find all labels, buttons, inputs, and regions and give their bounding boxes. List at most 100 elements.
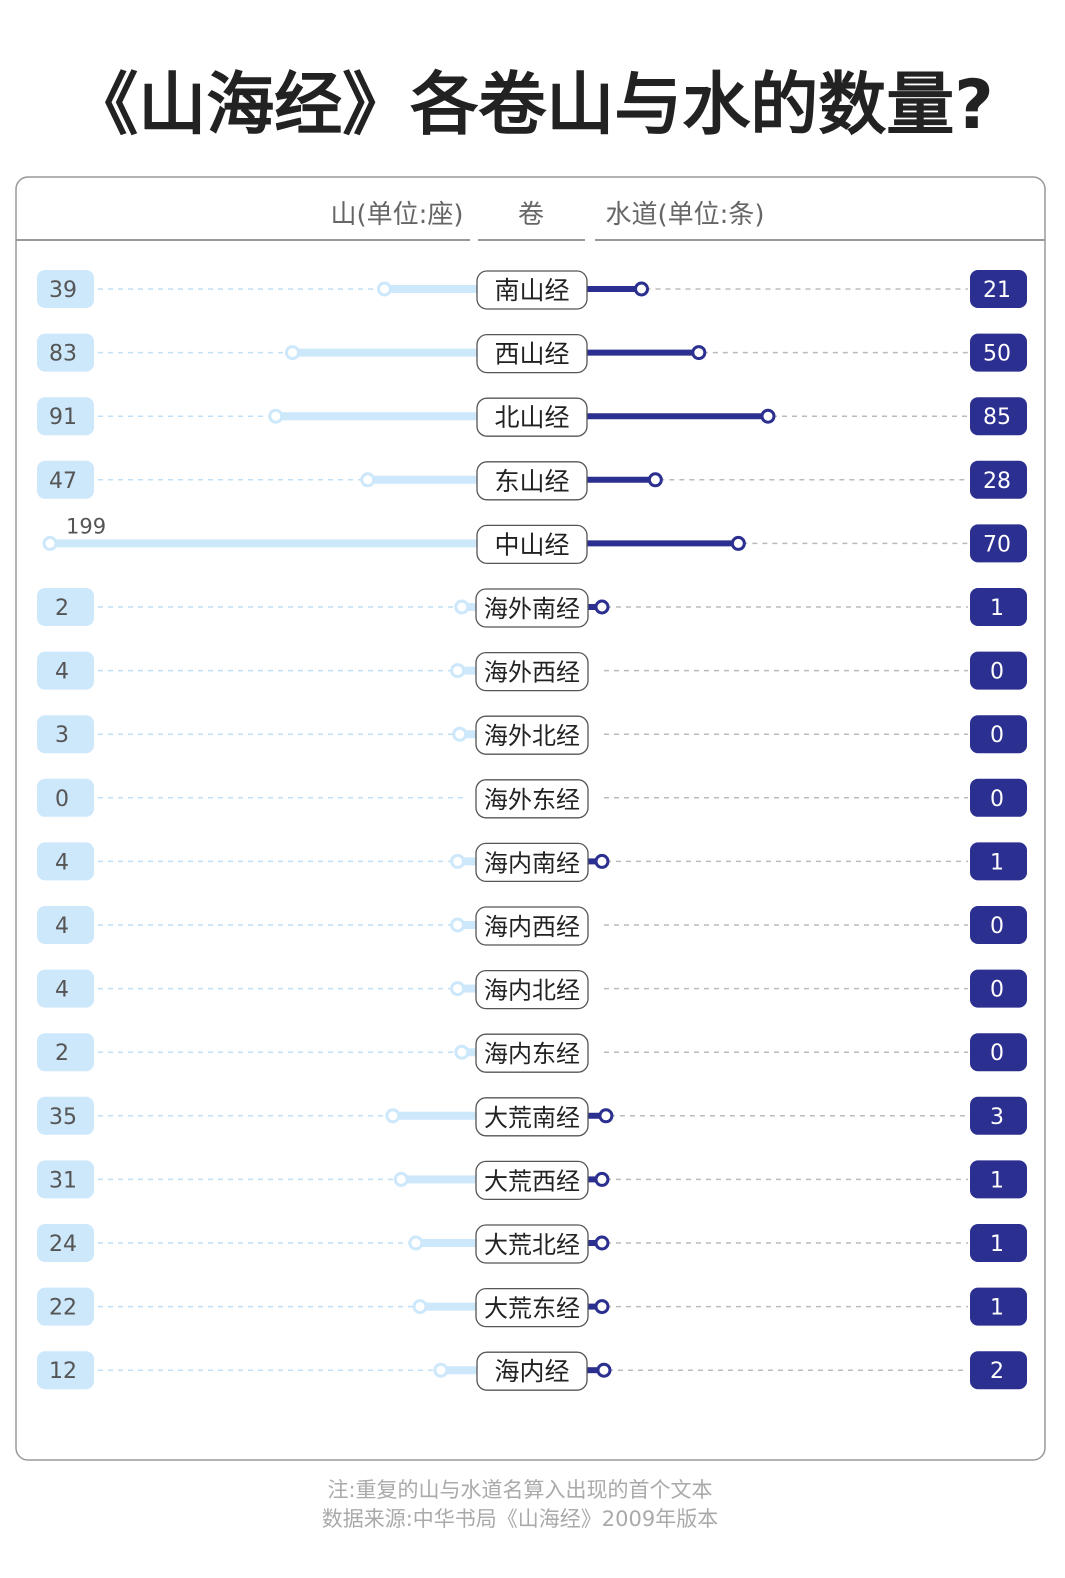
- water-value-label: 1: [990, 1168, 1004, 1193]
- category-box: [475, 842, 589, 883]
- chart-row: 北山经 91 85: [37, 397, 1027, 437]
- mountain-value-badge: [37, 842, 94, 881]
- water-value-badge: [970, 460, 1027, 499]
- chart-row: 大荒西经 31 1: [37, 1160, 1027, 1201]
- water-value-badge: [970, 1160, 1027, 1199]
- mountain-dot: [284, 345, 300, 361]
- header-center: 卷: [518, 200, 544, 230]
- water-value-badge: [970, 333, 1027, 372]
- mountain-value-label: 39: [49, 278, 77, 303]
- header-right: 水道(单位:条): [605, 200, 764, 230]
- water-dot: [634, 281, 650, 297]
- mountain-value-badge: [37, 906, 94, 944]
- mountain-value-label: 0: [55, 787, 69, 812]
- mountain-value-label: 35: [49, 1105, 77, 1130]
- water-value-label: 0: [990, 1041, 1004, 1066]
- note-1: 注:重复的山与水道名算入出现的首个文本: [327, 1478, 712, 1502]
- water-value-label: 1: [990, 1232, 1004, 1257]
- chart-row: 南山经 39 21: [37, 270, 1027, 310]
- water-value-badge: [970, 1033, 1027, 1072]
- chart-title: 《山海经》各卷山与水的数量?: [70, 66, 993, 145]
- category-label: 大荒南经: [484, 1104, 580, 1132]
- mountain-value-badge: [37, 270, 94, 308]
- mountain-value-badge: [37, 1351, 94, 1390]
- mountain-dot: [454, 1044, 470, 1060]
- category-box: [476, 270, 588, 310]
- mountain-value-label: 199: [66, 514, 106, 538]
- water-dot: [730, 535, 746, 551]
- category-box: [476, 397, 588, 437]
- category-box: [475, 588, 589, 628]
- category-label: 海内北经: [484, 977, 580, 1005]
- water-value-badge: [970, 588, 1027, 626]
- mountain-value-label: 2: [55, 596, 69, 621]
- water-value-label: 85: [983, 405, 1011, 430]
- water-value-label: 28: [983, 469, 1011, 494]
- mountain-value-label: 24: [49, 1232, 77, 1257]
- category-box: [475, 779, 589, 819]
- mountain-value-badge: [37, 1287, 94, 1326]
- mountain-dot: [452, 726, 468, 742]
- mountain-value-label: 12: [49, 1359, 77, 1384]
- category-box: [476, 1351, 588, 1391]
- water-value-label: 0: [990, 660, 1004, 685]
- note-2: 数据来源:中华书局《山海经》2009年版本: [322, 1507, 719, 1531]
- water-value-badge: [970, 270, 1027, 308]
- mountain-value-badge: [37, 397, 94, 436]
- category-box: [475, 1033, 589, 1073]
- category-box: [475, 1160, 589, 1201]
- chart-row: 海外北经 3 0: [37, 715, 1027, 755]
- mountain-value-badge: [37, 460, 94, 499]
- mountain-dot: [385, 1108, 401, 1124]
- mountain-dot: [360, 472, 376, 488]
- chart-row: 西山经 83 50: [37, 333, 1027, 374]
- chart-row: 海外东经 0 0: [37, 778, 1027, 819]
- chart-row: 大荒东经 22 1: [37, 1287, 1027, 1328]
- category-label: 海内东经: [484, 1040, 580, 1068]
- water-value-label: 0: [990, 978, 1004, 1003]
- chart-row: 大荒南经 35 3: [37, 1096, 1027, 1137]
- water-dot: [691, 345, 707, 361]
- mountain-dot: [450, 981, 466, 997]
- chart-row: 东山经 47 28: [37, 460, 1027, 501]
- header-left: 山(单位:座): [330, 200, 463, 230]
- mountain-dot: [433, 1362, 449, 1378]
- water-dot: [596, 1362, 612, 1378]
- water-value-badge: [970, 1287, 1027, 1326]
- category-box: [476, 461, 588, 501]
- category-box: [475, 715, 589, 755]
- water-value-label: 21: [983, 278, 1011, 303]
- category-label: 中山经: [494, 530, 569, 559]
- chart-card: [15, 176, 1046, 1461]
- water-value-badge: [970, 1224, 1027, 1262]
- water-value-badge: [970, 715, 1027, 754]
- chart-row: 海内南经 4 1: [37, 842, 1027, 883]
- category-box: [475, 906, 589, 946]
- category-box: [476, 333, 588, 374]
- water-dot: [594, 1235, 610, 1251]
- category-label: 海外西经: [484, 659, 580, 687]
- water-dot: [647, 472, 663, 488]
- mountain-value-badge: [37, 1160, 94, 1199]
- category-label: 大荒东经: [484, 1295, 580, 1323]
- category-box: [476, 524, 588, 565]
- mountain-dot: [450, 663, 466, 679]
- water-value-badge: [970, 778, 1027, 817]
- mountain-dot: [393, 1171, 409, 1187]
- mountain-value-badge: [37, 333, 94, 372]
- water-value-badge: [970, 906, 1027, 944]
- chart-row: 中山经 199 70: [42, 514, 1027, 565]
- water-value-label: 2: [990, 1359, 1004, 1384]
- category-label: 海外东经: [484, 786, 580, 814]
- mountain-value-badge: [37, 1224, 94, 1262]
- mountain-value-badge: [37, 1096, 94, 1135]
- mountain-value-badge: [37, 778, 94, 817]
- mountain-value-badge: [37, 651, 94, 690]
- mountain-value-badge: [37, 588, 94, 626]
- category-label: 西山经: [494, 340, 569, 369]
- water-dot: [760, 408, 776, 424]
- mountain-value-label: 3: [55, 723, 69, 748]
- mountain-value-badge: [37, 1033, 94, 1072]
- mountain-value-label: 31: [49, 1168, 77, 1193]
